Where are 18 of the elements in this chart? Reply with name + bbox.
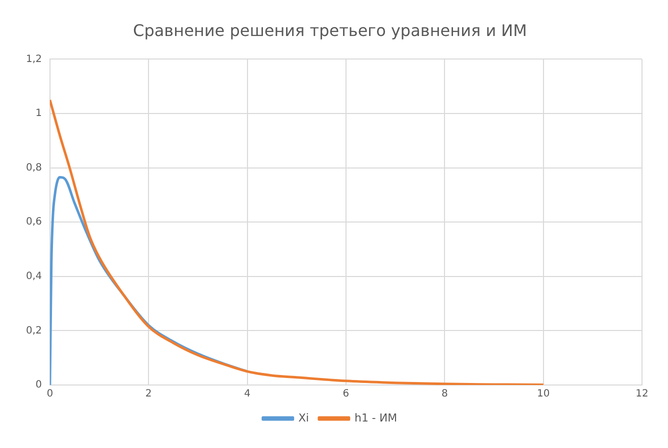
x-tick-label: 0 <box>46 388 54 400</box>
x-tick-label: 12 <box>636 388 648 400</box>
y-tick-label: 0,8 <box>26 162 42 174</box>
chart-title: Сравнение решения третьего уравнения и ИМ <box>133 20 527 40</box>
x-tick-label: 2 <box>145 388 152 400</box>
legend-label: h1 - ИМ <box>354 411 398 424</box>
y-tick-label: 0,4 <box>26 270 42 282</box>
y-tick-label: 1 <box>36 108 42 120</box>
x-tick-label: 8 <box>441 388 448 400</box>
y-tick-label: 0 <box>36 380 42 391</box>
x-tick-label: 10 <box>536 388 550 400</box>
x-tick-label: 6 <box>342 388 350 400</box>
x-tick-label: 4 <box>244 388 250 400</box>
legend-label: Xi <box>298 411 309 424</box>
y-tick-label: 1,2 <box>26 54 42 65</box>
y-tick-label: 0,2 <box>26 325 42 336</box>
y-tick-label: 0,6 <box>26 216 42 228</box>
line-series <box>50 98 545 385</box>
